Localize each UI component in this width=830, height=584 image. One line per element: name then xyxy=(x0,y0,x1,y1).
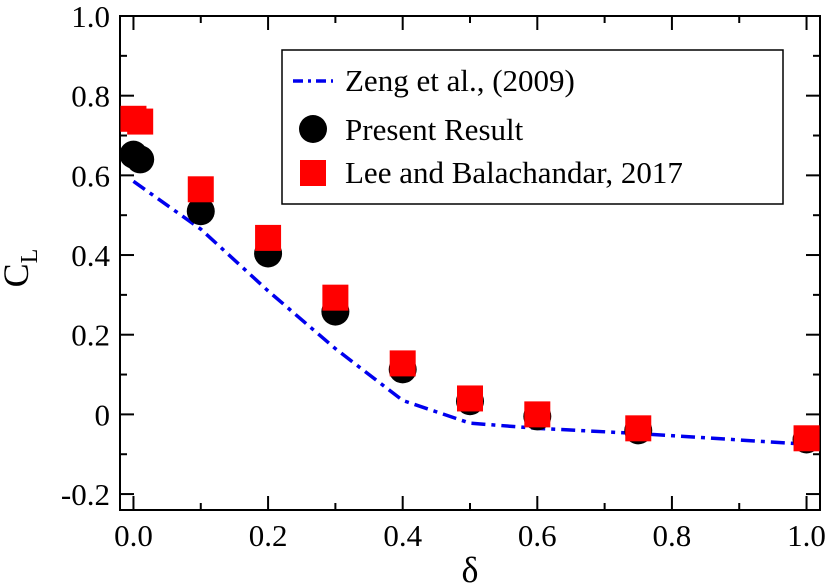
lee-balachandar-point xyxy=(457,385,483,412)
data-series xyxy=(119,105,821,454)
lee-balachandar-point xyxy=(127,108,154,135)
x-tick-label: 0.0 xyxy=(114,518,153,553)
zeng-line xyxy=(132,179,807,447)
x-tick-label: 0.4 xyxy=(383,518,422,553)
y-axis-title: CL xyxy=(0,249,43,288)
legend: Zeng et al., (2009) Present Result Lee a… xyxy=(281,49,784,205)
y-tick-label: 0.6 xyxy=(71,158,110,193)
present-result-point xyxy=(126,145,155,174)
y-tick-label: 0.4 xyxy=(71,238,110,273)
y-tick-label: -0.2 xyxy=(61,477,110,512)
lee-balachandar-point xyxy=(322,284,349,311)
lee-balachandar-point xyxy=(187,176,214,203)
y-axis-title-subscript: L xyxy=(17,249,43,264)
legend-label-zeng: Zeng et al., (2009) xyxy=(345,63,575,98)
y-tick-label: 0.8 xyxy=(71,79,110,114)
legend-box xyxy=(281,49,784,205)
lee-balachandar-point xyxy=(793,425,820,452)
x-tick-label: 0.8 xyxy=(653,518,692,553)
legend-marker-circle xyxy=(299,115,327,143)
lee-balachandar-point xyxy=(625,415,652,442)
x-tick-label: 0.6 xyxy=(518,518,557,553)
axis-tick-labels: 0.0 0.2 0.4 0.6 0.8 1.0 -0.2 0 0.2 0.4 0.6 0.8 1.0 xyxy=(61,0,826,553)
x-tick-label: 0.2 xyxy=(249,518,288,553)
axis-ticks xyxy=(120,15,820,510)
legend-marker-square xyxy=(300,160,326,186)
lee-balachandar-point xyxy=(255,224,282,251)
y-axis-title-main: C xyxy=(0,263,36,287)
legend-label-lee: Lee and Balachandar, 2017 xyxy=(345,155,683,190)
legend-label-present: Present Result xyxy=(345,112,524,147)
present-result-point xyxy=(186,197,215,226)
lee-balachandar-point xyxy=(524,401,551,428)
y-tick-label: 1.0 xyxy=(71,0,110,34)
y-tick-label: 0.2 xyxy=(71,318,110,353)
x-tick-label: 1.0 xyxy=(787,518,826,553)
y-tick-label: 0 xyxy=(95,397,111,432)
lee-balachandar-point xyxy=(389,350,416,377)
x-axis-title: δ xyxy=(462,550,479,584)
